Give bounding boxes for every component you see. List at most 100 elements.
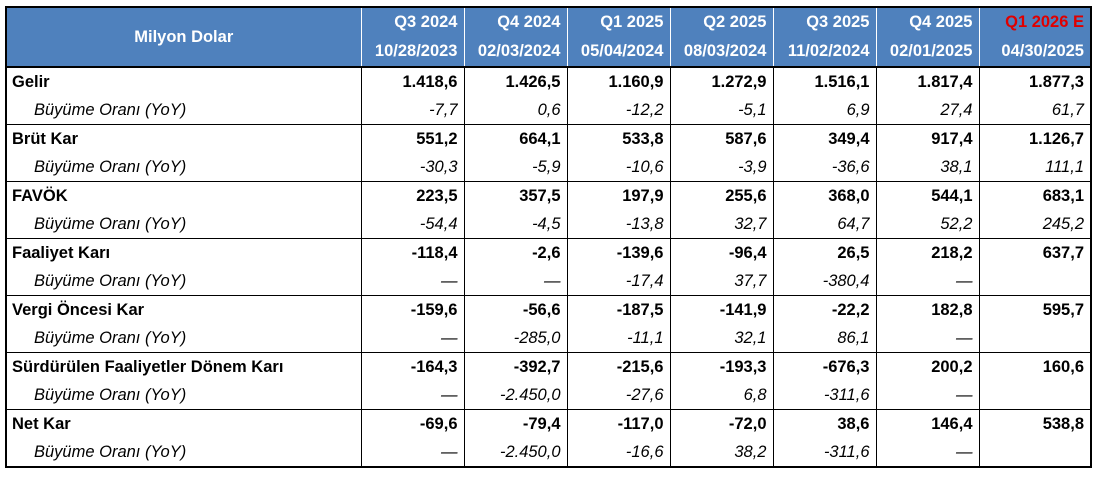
metric-value-cell: 1.126,7 <box>978 124 1091 153</box>
growth-value-cell <box>978 267 1091 296</box>
metric-value-cell: 533,8 <box>566 124 670 153</box>
growth-value-cell: — <box>875 438 979 467</box>
metric-value-cell: 664,1 <box>463 124 567 153</box>
metric-row: Gelir 1.418,6 1.426,5 1.160,9 1.272,9 1.516,1… <box>6 67 1091 96</box>
metric-value-cell: 223,5 <box>360 181 464 210</box>
column-date-header: 02/01/2025 <box>875 37 979 68</box>
metric-value-cell: 368,0 <box>772 181 876 210</box>
metric-value-cell: 146,4 <box>875 409 979 438</box>
column-date-header: 02/03/2024 <box>463 37 567 68</box>
metric-value-cell: -56,6 <box>463 295 567 324</box>
growth-value-cell: -17,4 <box>566 267 670 296</box>
growth-value-cell: 27,4 <box>875 96 979 125</box>
growth-value-cell: 86,1 <box>772 324 876 353</box>
growth-value-cell: 52,2 <box>875 210 979 239</box>
metric-label: Faaliyet Karı <box>12 243 111 262</box>
column-date-header: 11/02/2024 <box>772 37 876 68</box>
growth-label: Büyüme Oranı (YoY) <box>34 442 187 461</box>
growth-value-cell: -30,3 <box>360 153 464 182</box>
growth-value-cell: 64,7 <box>772 210 876 239</box>
metric-label: Sürdürülen Faaliyetler Dönem Karı <box>12 357 284 376</box>
growth-row: Büyüme Oranı (YoY) — -285,0 -11,1 32,1 86,1— <box>6 324 1091 353</box>
metric-value-cell: -72,0 <box>669 409 773 438</box>
metric-value-cell: -96,4 <box>669 238 773 267</box>
metric-value-cell: -2,6 <box>463 238 567 267</box>
growth-value-cell: -36,6 <box>772 153 876 182</box>
metric-row: Brüt Kar 551,2 664,1 533,8 587,6 349,4 917,4 1.… <box>6 124 1091 153</box>
growth-value-cell: 37,7 <box>669 267 773 296</box>
metric-value-cell: 538,8 <box>978 409 1091 438</box>
column-quarter-header: Q4 2024 <box>463 7 567 37</box>
metric-value-cell: -141,9 <box>669 295 773 324</box>
growth-value-cell: — <box>875 324 979 353</box>
metric-value-cell: 197,9 <box>566 181 670 210</box>
metric-value-cell: 1.160,9 <box>566 67 670 96</box>
growth-label: Büyüme Oranı (YoY) <box>34 271 187 290</box>
metric-value-cell: 1.418,6 <box>360 67 464 96</box>
metric-value-cell: -159,6 <box>360 295 464 324</box>
growth-value-cell: 38,1 <box>875 153 979 182</box>
growth-row: Büyüme Oranı (YoY) — -2.450,0 -16,6 38,2 -311… <box>6 438 1091 467</box>
growth-value-cell: -13,8 <box>566 210 670 239</box>
growth-value-cell: 6,8 <box>669 381 773 410</box>
metric-value-cell: -69,6 <box>360 409 464 438</box>
growth-value-cell: 32,7 <box>669 210 773 239</box>
metric-value-cell: 551,2 <box>360 124 464 153</box>
growth-value-cell: — <box>360 324 464 353</box>
metric-row: Faaliyet Karı -118,4 -2,6 -139,6 -96,4 26,5 21… <box>6 238 1091 267</box>
growth-value-cell: 38,2 <box>669 438 773 467</box>
metric-value-cell: -392,7 <box>463 352 567 381</box>
growth-value-cell: -311,6 <box>772 381 876 410</box>
growth-value-cell: — <box>360 381 464 410</box>
table-header: Milyon Dolar Q3 2024 Q4 2024 Q1 2025 Q2 202… <box>6 7 1091 68</box>
column-date-header: 05/04/2024 <box>566 37 670 68</box>
metric-value-cell: 1.272,9 <box>669 67 773 96</box>
metric-value-cell: 349,4 <box>772 124 876 153</box>
metric-value-cell: 1.877,3 <box>978 67 1091 96</box>
growth-value-cell: 32,1 <box>669 324 773 353</box>
metric-value-cell: -193,3 <box>669 352 773 381</box>
column-quarter-header: Q3 2025 <box>772 7 876 37</box>
metric-value-cell: -118,4 <box>360 238 464 267</box>
metric-row: Vergi Öncesi Kar -159,6 -56,6 -187,5 -141,9-… <box>6 295 1091 324</box>
metric-row: Sürdürülen Faaliyetler Dönem Karı -164,3-… <box>6 352 1091 381</box>
growth-row: Büyüme Oranı (YoY) -30,3 -5,9 -10,6 -3,9 -36,… <box>6 153 1091 182</box>
column-date-header: 08/03/2024 <box>669 37 773 68</box>
growth-value-cell: -5,9 <box>463 153 567 182</box>
metric-value-cell: 1.426,5 <box>463 67 567 96</box>
column-quarter-header: Q3 2024 <box>360 7 464 37</box>
growth-value-cell <box>978 324 1091 353</box>
growth-value-cell: — <box>463 267 567 296</box>
growth-value-cell: -285,0 <box>463 324 567 353</box>
growth-label: Büyüme Oranı (YoY) <box>34 385 187 404</box>
metric-value-cell: -215,6 <box>566 352 670 381</box>
column-quarter-header: Q1 2025 <box>566 7 670 37</box>
growth-value-cell: — <box>875 381 979 410</box>
metric-label: Vergi Öncesi Kar <box>12 300 145 319</box>
growth-value-cell <box>978 381 1091 410</box>
growth-value-cell: -27,6 <box>566 381 670 410</box>
growth-value-cell: — <box>360 438 464 467</box>
metric-value-cell: 595,7 <box>978 295 1091 324</box>
growth-label: Büyüme Oranı (YoY) <box>34 328 187 347</box>
column-date-header: 10/28/2023 <box>360 37 464 68</box>
column-date-header: 04/30/2025 <box>978 37 1091 68</box>
metric-label: Brüt Kar <box>12 129 79 148</box>
metric-row: FAVÖK 223,5 357,5 197,9 255,6 368,0 544,1 683,1 <box>6 181 1091 210</box>
growth-value-cell: -380,4 <box>772 267 876 296</box>
growth-row: Büyüme Oranı (YoY) — — -17,4 37,7 -380,4— <box>6 267 1091 296</box>
metric-value-cell: 182,8 <box>875 295 979 324</box>
growth-row: Büyüme Oranı (YoY) -7,7 0,6 -12,2 -5,1 6,9 27,… <box>6 96 1091 125</box>
growth-value-cell: 111,1 <box>978 153 1091 182</box>
metric-value-cell: 587,6 <box>669 124 773 153</box>
metric-value-cell: 200,2 <box>875 352 979 381</box>
table-body: Gelir 1.418,6 1.426,5 1.160,9 1.272,9 1.516,1… <box>6 67 1091 467</box>
growth-value-cell: -7,7 <box>360 96 464 125</box>
growth-value-cell: -2.450,0 <box>463 438 567 467</box>
metric-value-cell: 357,5 <box>463 181 567 210</box>
metric-value-cell: -139,6 <box>566 238 670 267</box>
financial-table: Milyon Dolar Q3 2024 Q4 2024 Q1 2025 Q2 202… <box>5 6 1092 468</box>
growth-label: Büyüme Oranı (YoY) <box>34 157 187 176</box>
column-quarter-header: Q1 2026 E <box>978 7 1091 37</box>
metric-value-cell: 218,2 <box>875 238 979 267</box>
